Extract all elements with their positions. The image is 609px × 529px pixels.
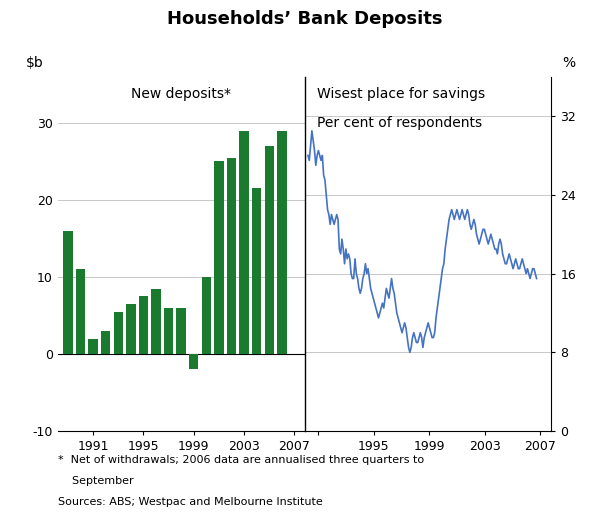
Text: Households’ Bank Deposits: Households’ Bank Deposits — [167, 10, 442, 28]
Text: New deposits*: New deposits* — [131, 87, 231, 102]
Text: Per cent of respondents: Per cent of respondents — [317, 116, 482, 130]
Text: Sources: ABS; Westpac and Melbourne Institute: Sources: ABS; Westpac and Melbourne Inst… — [58, 497, 323, 507]
Bar — [202, 277, 211, 354]
Bar — [164, 308, 174, 354]
Bar — [63, 231, 72, 354]
Text: September: September — [58, 476, 133, 486]
Text: $b: $b — [26, 56, 43, 70]
Bar — [227, 158, 236, 354]
Bar — [214, 161, 224, 354]
Bar — [177, 308, 186, 354]
Text: %: % — [563, 56, 576, 70]
Bar — [76, 269, 85, 354]
Bar — [139, 296, 148, 354]
Bar — [126, 304, 136, 354]
Bar — [264, 146, 274, 354]
Text: *  Net of withdrawals; 2006 data are annualised three quarters to: * Net of withdrawals; 2006 data are annu… — [58, 455, 424, 465]
Bar — [189, 354, 199, 369]
Text: Wisest place for savings: Wisest place for savings — [317, 87, 485, 102]
Bar — [151, 289, 161, 354]
Bar — [113, 312, 123, 354]
Bar — [277, 131, 287, 354]
Bar — [239, 131, 249, 354]
Bar — [88, 339, 98, 354]
Bar — [101, 331, 110, 354]
Bar — [252, 188, 261, 354]
